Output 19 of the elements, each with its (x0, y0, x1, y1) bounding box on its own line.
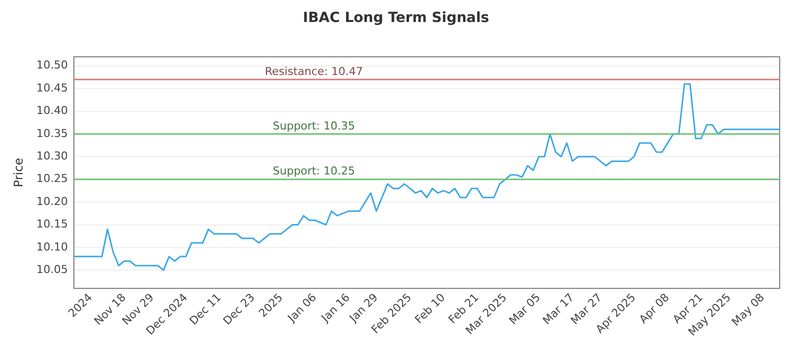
y-tick-label: 10.35 (36, 126, 68, 140)
y-tick-label: 10.05 (36, 263, 68, 276)
ref-line-label: Resistance: 10.47 (264, 64, 363, 78)
x-tick-label: Apr 08 (636, 290, 672, 326)
ref-line-label: Support: 10.25 (272, 164, 355, 178)
chart-title: IBAC Long Term Signals (302, 10, 490, 26)
y-tick-label: 10.45 (36, 81, 68, 94)
ref-line-label: Support: 10.35 (272, 119, 355, 132)
y-tick-label: 10.30 (36, 150, 68, 163)
y-tick-label: 10.50 (36, 58, 68, 72)
y-tick-label: 10.20 (36, 194, 68, 208)
x-tick-label: Jan 06 (284, 290, 319, 326)
y-tick-label: 10.10 (36, 240, 68, 254)
y-tick-label: 10.40 (36, 104, 68, 118)
y-tick-label: 10.25 (36, 172, 68, 186)
x-tick-label: Feb 10 (412, 290, 448, 326)
x-tick-label: Mar 05 (506, 290, 543, 328)
y-axis-title: Price (11, 158, 26, 188)
y-tick-label: 10.15 (36, 218, 68, 231)
